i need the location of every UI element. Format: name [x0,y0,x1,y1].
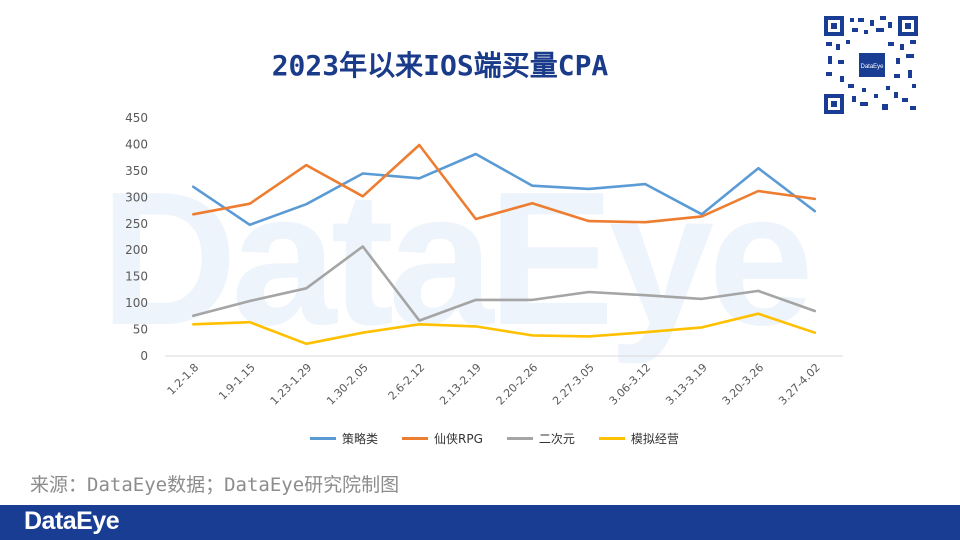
series-line [192,143,817,224]
y-axis-ticks: 0 50 100 150 200 250 300 350 400 450 [125,111,148,363]
x-tick-label: 3.27-4.02 [776,361,823,408]
legend-item: 策略类 [310,430,378,447]
qr-center-label: DataEye [860,64,884,70]
x-tick-label: 3.20-3.26 [720,361,767,408]
x-tick-label: 1.9-1.15 [216,361,258,403]
watermark-logo: DataEye [100,153,814,365]
y-tick-label: 100 [125,296,148,310]
x-tick-label: 3.13-3.19 [663,361,710,408]
y-tick-label: 350 [125,164,148,178]
legend-label: 策略类 [342,432,379,446]
y-tick-label: 300 [125,190,148,204]
x-axis: 1.2-1.8 1.9-1.15 1.23-1.29 1.30-2.05 2.6-2.1… [165,355,843,408]
chart-title: 2023年以来IOS端买量CPA [271,49,609,82]
y-tick-label: 450 [125,111,148,125]
legend-swatch [506,437,533,440]
legend-label: 模拟经营 [630,432,679,446]
y-tick-label: 400 [125,137,148,151]
x-tick-label: 2.13-2.19 [437,361,484,408]
legend-label: 二次元 [538,432,575,446]
qr-code-icon: DataEye [822,14,920,116]
x-tick-label: 1.2-1.8 [165,361,202,398]
x-tick-label: 2.6-2.12 [386,361,428,403]
series-line [192,312,817,346]
y-tick-label: 50 [133,323,148,337]
x-tick-label: 3.06-3.12 [607,361,654,408]
y-tick-label: 0 [140,349,148,363]
legend-swatch [402,437,429,440]
x-tick-label: 2.27-3.05 [550,361,597,408]
series-lines [192,143,817,346]
x-tick-label: 1.23-1.29 [268,361,315,408]
series-line [192,152,817,227]
legend-item: 二次元 [506,430,575,447]
legend-swatch [598,437,625,440]
x-tick-label: 1.30-2.05 [324,361,371,408]
y-tick-label: 150 [125,270,148,284]
chart-legend: 策略类 仙侠RPG 二次元 模拟经营 [310,430,679,447]
footer-logo: DataEye [24,507,120,535]
y-tick-label: 250 [125,217,148,231]
x-tick-label: 2.20-2.26 [494,361,541,408]
series-line [192,245,817,322]
legend-swatch [310,437,336,440]
legend-item: 模拟经营 [598,430,679,447]
legend-label: 仙侠RPG [434,432,483,446]
footer-bar: DataEye [0,505,960,540]
y-tick-label: 200 [125,243,148,257]
source-note: 来源：DataEye数据；DataEye研究院制图 [30,474,400,496]
legend-item: 仙侠RPG [402,430,483,447]
